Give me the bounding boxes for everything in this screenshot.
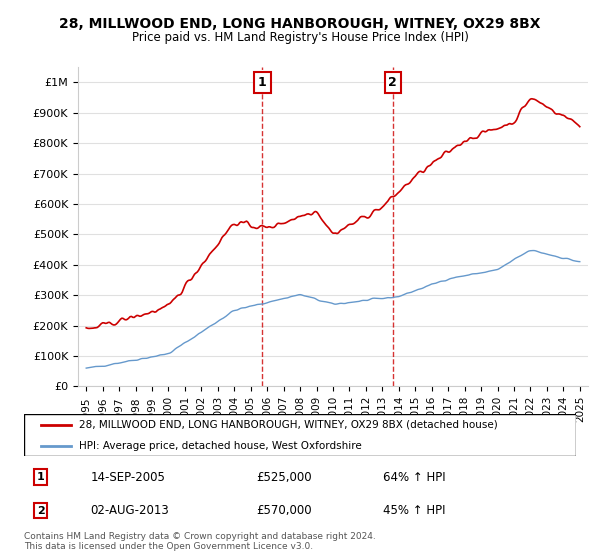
Text: 02-AUG-2013: 02-AUG-2013	[90, 504, 169, 517]
Text: Price paid vs. HM Land Registry's House Price Index (HPI): Price paid vs. HM Land Registry's House …	[131, 31, 469, 44]
Text: 45% ↑ HPI: 45% ↑ HPI	[383, 504, 445, 517]
Text: 28, MILLWOOD END, LONG HANBOROUGH, WITNEY, OX29 8BX: 28, MILLWOOD END, LONG HANBOROUGH, WITNE…	[59, 17, 541, 31]
Text: £570,000: £570,000	[256, 504, 311, 517]
Text: 1: 1	[258, 76, 267, 89]
Text: HPI: Average price, detached house, West Oxfordshire: HPI: Average price, detached house, West…	[79, 441, 362, 451]
Text: £525,000: £525,000	[256, 471, 311, 484]
Text: 2: 2	[37, 506, 44, 516]
Text: 28, MILLWOOD END, LONG HANBOROUGH, WITNEY, OX29 8BX (detached house): 28, MILLWOOD END, LONG HANBOROUGH, WITNE…	[79, 420, 498, 430]
Text: Contains HM Land Registry data © Crown copyright and database right 2024.
This d: Contains HM Land Registry data © Crown c…	[24, 532, 376, 552]
Text: 14-SEP-2005: 14-SEP-2005	[90, 471, 165, 484]
Text: 1: 1	[37, 472, 44, 482]
Text: 2: 2	[388, 76, 397, 89]
Text: 64% ↑ HPI: 64% ↑ HPI	[383, 471, 445, 484]
